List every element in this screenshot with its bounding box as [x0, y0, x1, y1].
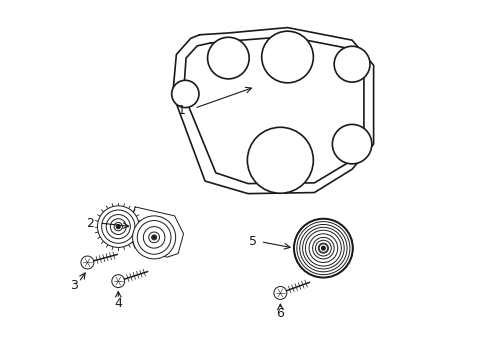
Text: 4: 4 [114, 297, 122, 310]
Circle shape [106, 215, 130, 239]
Circle shape [273, 287, 286, 300]
Polygon shape [129, 207, 183, 257]
Circle shape [261, 31, 313, 83]
Circle shape [110, 219, 126, 234]
Circle shape [112, 275, 124, 288]
Circle shape [81, 256, 94, 269]
Circle shape [143, 226, 164, 248]
Text: 6: 6 [276, 307, 284, 320]
Polygon shape [172, 28, 373, 194]
Circle shape [333, 46, 369, 82]
Circle shape [116, 225, 120, 229]
Circle shape [114, 222, 122, 231]
Circle shape [132, 216, 175, 259]
Circle shape [102, 210, 135, 243]
Circle shape [207, 37, 249, 79]
Circle shape [152, 235, 156, 239]
Circle shape [137, 221, 171, 254]
Text: 3: 3 [70, 279, 78, 292]
Circle shape [293, 219, 352, 278]
Circle shape [148, 232, 159, 243]
Circle shape [97, 206, 139, 247]
Circle shape [247, 127, 313, 193]
Circle shape [151, 235, 156, 240]
Text: 1: 1 [178, 104, 185, 117]
Circle shape [319, 244, 327, 252]
Circle shape [321, 246, 325, 250]
Text: 2: 2 [85, 216, 93, 230]
Text: 5: 5 [249, 235, 257, 248]
Circle shape [171, 80, 199, 108]
Circle shape [332, 125, 371, 164]
